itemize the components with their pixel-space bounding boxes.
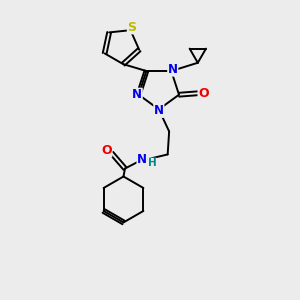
Text: S: S [128,21,136,34]
Text: N: N [137,153,147,166]
Text: N: N [154,104,164,117]
Text: O: O [198,87,209,100]
Text: N: N [168,63,178,76]
Text: O: O [101,144,112,157]
Text: N: N [132,88,142,101]
Text: H: H [148,158,156,168]
